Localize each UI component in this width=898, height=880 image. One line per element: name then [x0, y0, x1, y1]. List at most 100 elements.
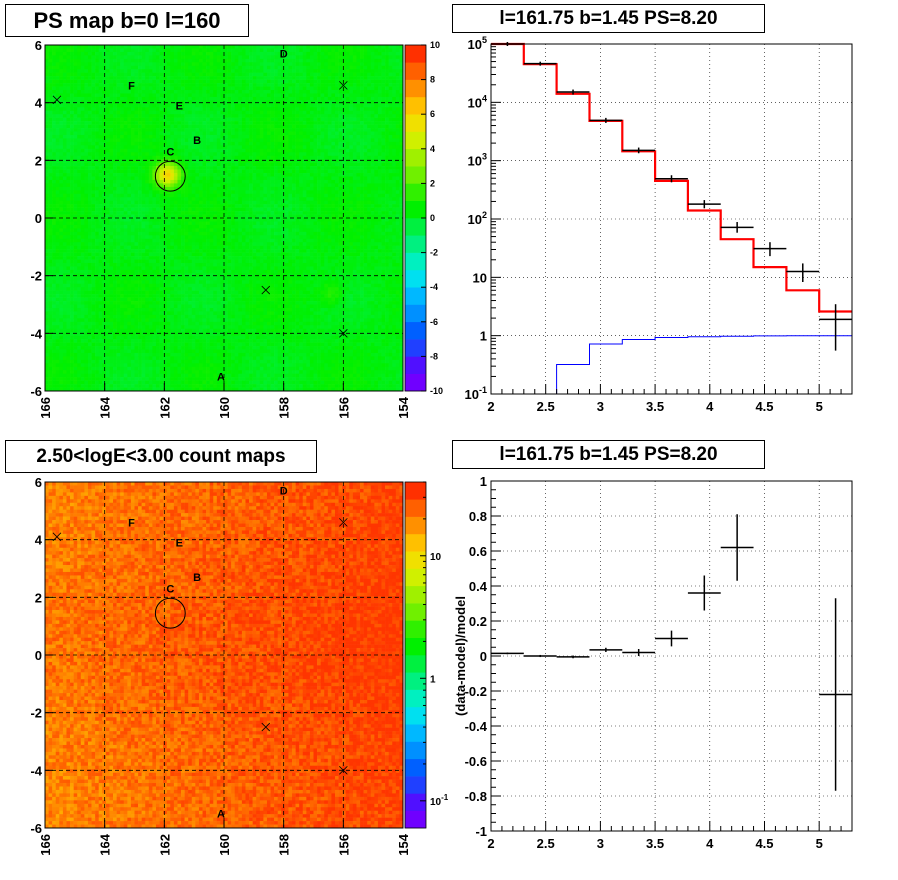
ps-map-cell: [56, 76, 60, 80]
ps-map-cell: [49, 66, 53, 70]
ps-map-cell: [106, 69, 110, 73]
ps-map-cell: [127, 166, 131, 170]
ps-map-cell: [135, 346, 139, 350]
ps-map-cell: [49, 242, 53, 246]
ps-map-cell: [88, 138, 92, 142]
ps-map-cell: [59, 45, 63, 49]
ps-map-cell: [99, 142, 103, 146]
ps-map-cell: [59, 329, 63, 333]
ps-map-cell: [77, 318, 81, 322]
ps-map-cell: [84, 97, 88, 101]
ps-map-cell: [109, 159, 113, 163]
ps-map-cell: [77, 111, 81, 115]
ps-map-cell: [99, 104, 103, 108]
ps-map-cell: [56, 211, 60, 215]
ps-map-cell: [142, 305, 146, 309]
ps-map-cell: [120, 111, 124, 115]
ps-map-cell: [145, 325, 149, 329]
ps-map-cell: [135, 107, 139, 111]
ps-map-cell: [142, 298, 146, 302]
ps-map-cell: [88, 381, 92, 385]
ps-map-cell: [81, 346, 85, 350]
ps-map-cell: [77, 59, 81, 63]
ps-map-cell: [56, 208, 60, 212]
ps-map-cell: [124, 170, 128, 174]
ps-map-cell: [145, 166, 149, 170]
ps-map-cell: [124, 97, 128, 101]
ps-map-cell: [117, 211, 121, 215]
ps-map-cell: [127, 100, 131, 104]
ps-map-cell: [120, 305, 124, 309]
ps-map-cell: [106, 353, 110, 357]
ps-map-cell: [45, 346, 49, 350]
ps-map-cell: [84, 176, 88, 180]
ps-map-cell: [81, 343, 85, 347]
ps-map-cell: [145, 173, 149, 177]
ps-map-cell: [99, 277, 103, 281]
ps-map-cell: [135, 180, 139, 184]
ps-map-cell: [145, 249, 149, 253]
ps-map-cell: [124, 190, 128, 194]
ps-map-cell: [63, 329, 67, 333]
ps-map-cell: [77, 142, 81, 146]
ps-map-cell: [109, 90, 113, 94]
ps-map-cell: [70, 48, 74, 52]
ps-map-cell: [77, 239, 81, 243]
ps-map-cell: [120, 76, 124, 80]
ps-map-cell: [99, 308, 103, 312]
ps-map-cell: [106, 336, 110, 340]
ps-map-cell: [52, 287, 56, 291]
ps-map-cell: [52, 187, 56, 191]
ps-map-cell: [81, 145, 85, 149]
ps-map-cell: [113, 249, 117, 253]
ps-map-cell: [99, 183, 103, 187]
ps-map-cell: [106, 104, 110, 108]
ps-map-cell: [52, 104, 56, 108]
ps-map-cell: [84, 273, 88, 277]
ps-map-cell: [92, 201, 96, 205]
ps-map-cell: [124, 152, 128, 156]
ps-map-cell: [81, 204, 85, 208]
ps-map-cell: [145, 97, 149, 101]
ps-map-cell: [63, 384, 67, 388]
ps-map-cell: [109, 232, 113, 236]
ps-map-cell: [49, 343, 53, 347]
ps-map-cell: [88, 235, 92, 239]
ps-map-cell: [63, 69, 67, 73]
ps-map-cell: [49, 270, 53, 274]
ps-map-cell: [70, 138, 74, 142]
ps-map-cell: [95, 298, 99, 302]
ps-map-cell: [74, 249, 78, 253]
ps-map-cell: [92, 235, 96, 239]
ps-map-cell: [81, 125, 85, 129]
ps-map-cell: [84, 322, 88, 326]
ps-map-cell: [49, 128, 53, 132]
ps-map-cell: [92, 132, 96, 136]
ps-map-cell: [49, 239, 53, 243]
ps-map-cell: [45, 277, 49, 281]
ps-map-cell: [109, 246, 113, 250]
ps-map-cell: [56, 156, 60, 160]
ps-map-cell: [45, 332, 49, 336]
ps-map-cell: [45, 280, 49, 284]
ps-map-cell: [49, 87, 53, 91]
ps-map-cell: [74, 381, 78, 385]
ps-map-cell: [59, 284, 63, 288]
ps-map-cell: [95, 308, 99, 312]
ps-map-cell: [66, 183, 70, 187]
ps-map-cell: [117, 266, 121, 270]
ps-map-cell: [127, 246, 131, 250]
ps-map-cell: [145, 128, 149, 132]
ps-map-cell: [117, 305, 121, 309]
ps-map-cell: [92, 208, 96, 212]
ps-map-cell: [88, 322, 92, 326]
ps-map-cell: [92, 353, 96, 357]
ps-map-cell: [149, 48, 153, 52]
ps-map-cell: [84, 315, 88, 319]
ps-map-cell: [49, 339, 53, 343]
ps-map-cell: [106, 173, 110, 177]
ps-map-cell: [45, 159, 49, 163]
ps-map-cell: [81, 142, 85, 146]
ps-map-cell: [49, 114, 53, 118]
ps-map-cell: [81, 225, 85, 229]
